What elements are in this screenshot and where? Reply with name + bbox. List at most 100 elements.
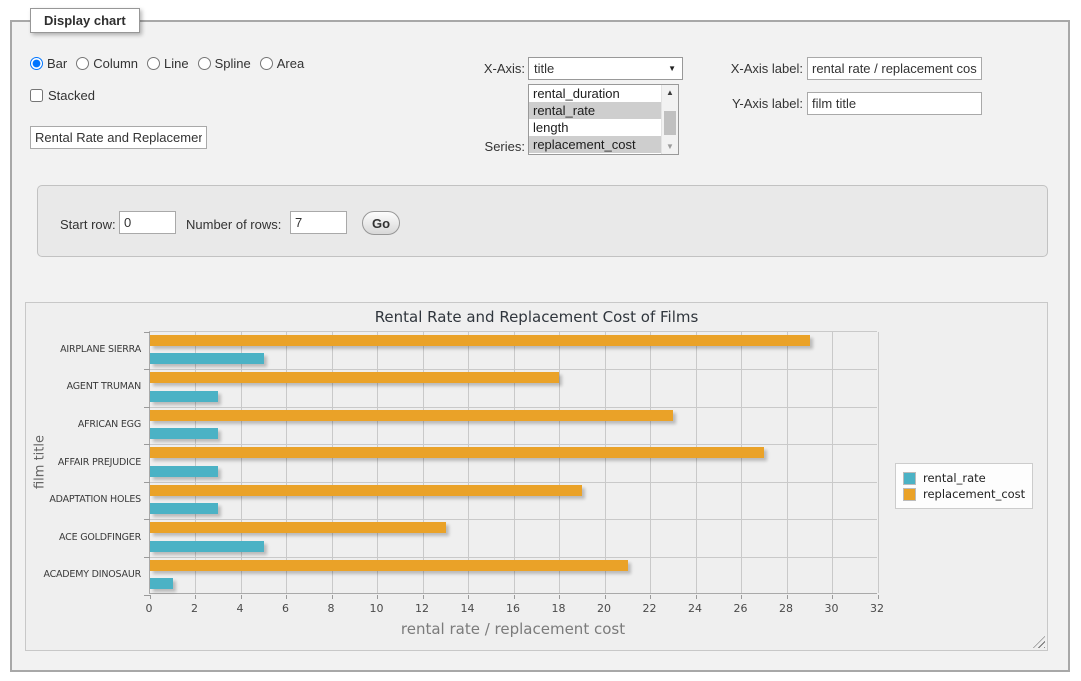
- gridline-h: [150, 407, 877, 408]
- chart-type-text: Area: [277, 56, 304, 71]
- chart-type-column[interactable]: Column: [76, 56, 138, 71]
- y-tick-mark: [144, 482, 150, 483]
- series-option-rental_duration[interactable]: rental_duration: [529, 85, 661, 102]
- resize-handle-icon[interactable]: [1033, 636, 1045, 648]
- stacked-label: Stacked: [48, 88, 95, 103]
- stacked-checkbox[interactable]: [30, 89, 43, 102]
- bar-rental_rate: [150, 541, 264, 552]
- bar-rental_rate: [150, 428, 218, 439]
- chart-type-text: Bar: [47, 56, 67, 71]
- bar-rental_rate: [150, 353, 264, 364]
- chart-type-text: Column: [93, 56, 138, 71]
- chart-legend: rental_ratereplacement_cost: [895, 463, 1033, 509]
- chart-type-text: Spline: [215, 56, 251, 71]
- chart-type-radio-spline[interactable]: [198, 57, 211, 70]
- x-tick-label: 10: [357, 602, 397, 615]
- chart-type-radio-column[interactable]: [76, 57, 89, 70]
- gridline-h: [150, 519, 877, 520]
- legend-swatch-replacement_cost: [903, 488, 916, 501]
- scroll-down-icon[interactable]: ▼: [662, 139, 678, 154]
- x-axis-select[interactable]: title ▼: [528, 57, 683, 80]
- scrollbar-thumb[interactable]: [664, 111, 676, 135]
- gridline-v: [741, 332, 742, 593]
- series-scrollbar[interactable]: ▲ ▼: [661, 85, 678, 154]
- x-tick-mark: [423, 595, 424, 599]
- x-tick-mark: [286, 595, 287, 599]
- x-axis-selected-value: title: [534, 61, 554, 76]
- y-tick-mark: [144, 557, 150, 558]
- x-axis-label-input[interactable]: [807, 57, 982, 80]
- bar-rental_rate: [150, 503, 218, 514]
- fieldset-legend: Display chart: [30, 8, 140, 33]
- x-tick-mark: [332, 595, 333, 599]
- series-option-replacement_cost[interactable]: replacement_cost: [529, 136, 661, 153]
- legend-swatch-rental_rate: [903, 472, 916, 485]
- y-tick-mark: [144, 369, 150, 370]
- chart-type-area[interactable]: Area: [260, 56, 304, 71]
- chart-type-radios: Bar Column Line Spline Area: [30, 56, 313, 71]
- bar-rental_rate: [150, 466, 218, 477]
- y-axis-label-input[interactable]: [807, 92, 982, 115]
- chart-type-radio-line[interactable]: [147, 57, 160, 70]
- y-axis-label-caption: Y-Axis label:: [708, 96, 803, 111]
- x-tick-label: 4: [220, 602, 260, 615]
- x-tick-label: 8: [311, 602, 351, 615]
- category-label: AGENT TRUMAN: [29, 381, 141, 392]
- bar-replacement_cost: [150, 560, 628, 571]
- chevron-down-icon: ▼: [668, 64, 676, 73]
- x-tick-mark: [650, 595, 651, 599]
- chart-type-spline[interactable]: Spline: [198, 56, 251, 71]
- go-button[interactable]: Go: [362, 211, 400, 235]
- chart-canvas: Rental Rate and Replacement Cost of Film…: [25, 302, 1048, 651]
- series-option-length[interactable]: length: [529, 119, 661, 136]
- x-tick-mark: [787, 595, 788, 599]
- y-tick-mark: [144, 332, 150, 333]
- bar-rental_rate: [150, 391, 218, 402]
- chart-type-line[interactable]: Line: [147, 56, 189, 71]
- series-listbox-options: rental_durationrental_ratelengthreplacem…: [529, 85, 661, 154]
- chart-type-bar[interactable]: Bar: [30, 56, 67, 71]
- x-tick-mark: [377, 595, 378, 599]
- category-label: AFFAIR PREJUDICE: [29, 457, 141, 468]
- x-tick-label: 32: [857, 602, 897, 615]
- x-tick-label: 28: [766, 602, 806, 615]
- plot-area: [149, 331, 877, 594]
- stacked-checkbox-row[interactable]: Stacked: [30, 88, 95, 103]
- gridline-v: [832, 332, 833, 593]
- x-tick-label: 22: [630, 602, 670, 615]
- x-tick-label: 30: [812, 602, 852, 615]
- bar-replacement_cost: [150, 447, 764, 458]
- x-tick-mark: [468, 595, 469, 599]
- legend-entry: replacement_cost: [903, 487, 1025, 501]
- gridline-h: [150, 369, 877, 370]
- category-label: ACE GOLDFINGER: [29, 532, 141, 543]
- scroll-up-icon[interactable]: ▲: [662, 85, 678, 100]
- bar-replacement_cost: [150, 372, 559, 383]
- category-label: AFRICAN EGG: [29, 419, 141, 430]
- gridline-v: [605, 332, 606, 593]
- chart-title-input[interactable]: [30, 126, 207, 149]
- x-tick-mark: [514, 595, 515, 599]
- bar-replacement_cost: [150, 410, 673, 421]
- x-tick-mark: [195, 595, 196, 599]
- series-option-rental_rate[interactable]: rental_rate: [529, 102, 661, 119]
- gridline-v: [787, 332, 788, 593]
- bar-replacement_cost: [150, 485, 582, 496]
- x-tick-mark: [241, 595, 242, 599]
- bar-replacement_cost: [150, 335, 810, 346]
- x-tick-mark: [832, 595, 833, 599]
- x-tick-label: 24: [675, 602, 715, 615]
- num-rows-label: Number of rows:: [186, 217, 281, 232]
- y-tick-mark: [144, 595, 150, 596]
- start-row-input[interactable]: [119, 211, 176, 234]
- gridline-h: [150, 482, 877, 483]
- x-tick-label: 16: [493, 602, 533, 615]
- category-label: ACADEMY DINOSAUR: [29, 569, 141, 580]
- x-tick-label: 18: [539, 602, 579, 615]
- y-tick-mark: [144, 444, 150, 445]
- x-tick-label: 20: [584, 602, 624, 615]
- chart-type-radio-bar[interactable]: [30, 57, 43, 70]
- chart-type-radio-area[interactable]: [260, 57, 273, 70]
- series-listbox[interactable]: rental_durationrental_ratelengthreplacem…: [528, 84, 679, 155]
- num-rows-input[interactable]: [290, 211, 347, 234]
